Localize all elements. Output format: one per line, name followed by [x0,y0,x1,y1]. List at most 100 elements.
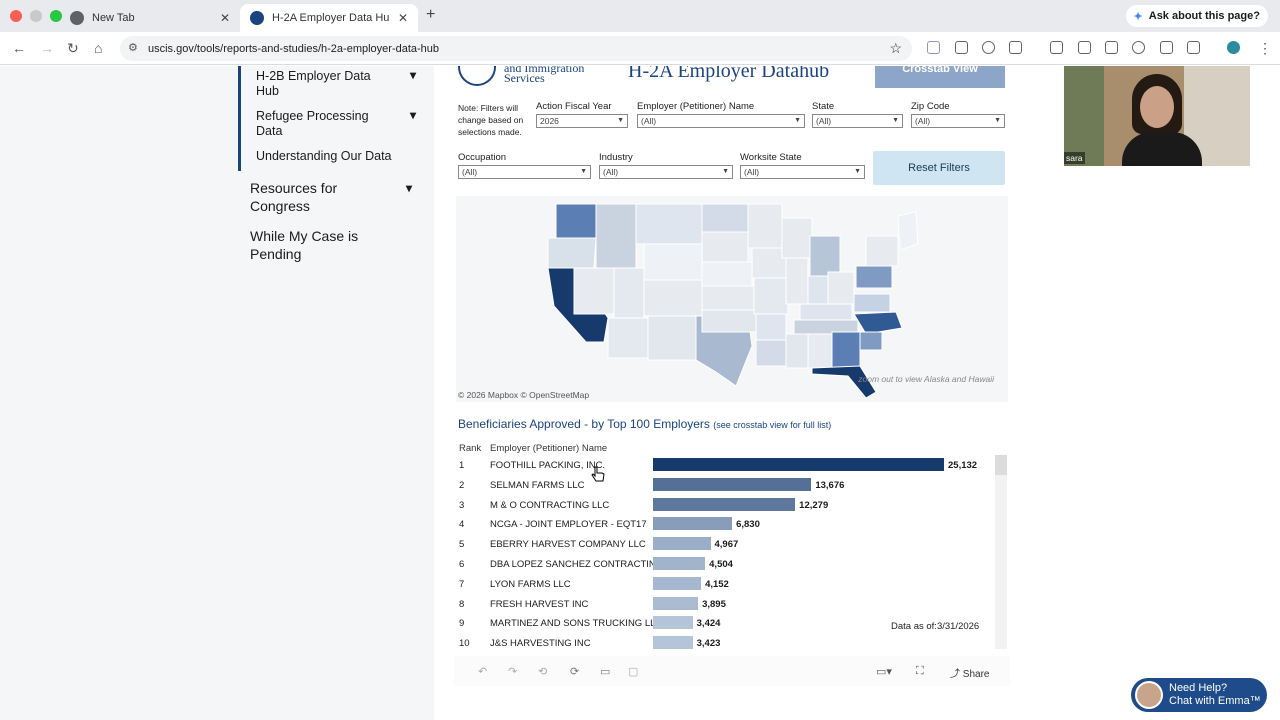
map-state-north-carolina[interactable] [853,311,903,335]
reset-filters-button[interactable]: Reset Filters [873,151,1005,185]
us-state-map[interactable]: zoom out to view Alaska and Hawaii © 202… [456,196,1008,402]
map-state-south-carolina[interactable] [859,331,883,351]
employer-name-cell[interactable]: MARTINEZ AND SONS TRUCKING LLC [490,618,663,630]
map-state-washington[interactable] [555,203,597,239]
employer-name-cell[interactable]: M & O CONTRACTING LLC [490,499,610,511]
employer-name-cell[interactable]: DBA LOPEZ SANCHEZ CONTRACTING [490,559,664,570]
sidebar-item-resources-congress[interactable]: Resources for Congress ▾ [238,171,434,219]
zoom-window-button[interactable] [50,10,62,22]
address-bar[interactable]: ⚙ uscis.gov/tools/reports-and-studies/h-… [120,36,912,61]
map-state-oregon[interactable] [547,237,597,269]
map-state-kansas[interactable] [701,285,755,311]
map-state-new-mexico[interactable] [647,315,697,361]
redo-icon[interactable]: ↷ [508,666,518,678]
sidebar-item-refugee-data[interactable]: Refugee Processing Data ▾ [256,106,434,146]
map-state-virginia[interactable] [853,293,891,313]
table-row[interactable]: 2 SELMAN FARMS LLC 13,676 [454,475,994,495]
table-row[interactable]: 6 DBA LOPEZ SANCHEZ CONTRACTING 4,504 [454,554,994,574]
bookmarks-icon[interactable] [1078,41,1091,54]
chart-bar[interactable] [653,537,711,551]
map-state-alabama[interactable] [807,333,833,369]
ask-about-page-button[interactable]: ✦ Ask about this page? [1125,5,1268,27]
table-row[interactable]: 3 M & O CONTRACTING LLC 12,279 [454,495,994,515]
map-state-north-dakota[interactable] [701,203,749,233]
fullscreen-icon[interactable]: ⛶ [916,665,924,677]
map-state-iowa[interactable] [751,247,787,279]
back-icon[interactable]: ← [12,40,26,56]
map-state-nebraska[interactable] [701,261,753,287]
map-state-south-dakota[interactable] [701,231,749,263]
chart-bar[interactable] [653,517,733,531]
zoom-icon[interactable] [982,41,995,54]
worksite-state-select[interactable]: (All) ▼ [740,165,865,179]
map-state-arkansas[interactable] [755,313,787,341]
chevron-down-icon[interactable]: ▾ [409,108,416,122]
chart-bar[interactable] [653,497,796,511]
map-state-michigan[interactable] [809,235,841,277]
revert-icon[interactable]: ⟲ [538,666,548,678]
link-icon[interactable] [1160,41,1173,54]
map-state-maine[interactable] [897,211,919,251]
shield-extension-icon[interactable] [955,41,968,54]
view-icon[interactable]: ▢ [628,666,639,678]
scrollbar-thumb[interactable] [995,455,1007,475]
home-icon[interactable]: ⌂ [94,40,103,56]
map-state-arizona[interactable] [607,317,649,359]
zip-code-select[interactable]: (All) ▼ [911,114,1005,128]
sidebar-item-case-pending[interactable]: While My Case is Pending [238,219,434,267]
minimize-window-button[interactable] [30,10,42,22]
chrome-menu-icon[interactable]: ⋮ [1258,40,1272,56]
employer-name-cell[interactable]: FRESH HARVEST INC [490,598,589,610]
tab-h2a-datahub[interactable]: H-2A Employer Data Hub | U ✕ [240,4,418,32]
history-icon[interactable] [1132,41,1145,54]
map-state-illinois[interactable] [785,257,809,305]
chevron-down-icon[interactable]: ▾ [405,181,412,195]
occupation-select[interactable]: (All) ▼ [458,165,591,179]
map-state-montana[interactable] [635,203,703,245]
employer-name-cell[interactable]: J&S HARVESTING INC [490,638,591,650]
map-state-missouri[interactable] [753,277,789,315]
table-row[interactable]: 8 FRESH HARVEST INC 3,895 [454,594,994,614]
chart-bar[interactable] [653,458,944,471]
industry-select[interactable]: (All) ▼ [599,165,733,179]
map-state-georgia[interactable] [831,331,861,369]
chart-bar[interactable] [653,557,706,570]
map-state-wyoming[interactable] [643,243,703,281]
employer-name-cell[interactable]: SELMAN FARMS LLC [490,479,585,491]
employer-name-cell[interactable]: NCGA - JOINT EMPLOYER - EQT17 [490,519,647,531]
undo-icon[interactable]: ↶ [478,666,488,678]
employer-name-cell[interactable]: FOOTHILL PACKING, INC. [490,460,606,471]
cast-icon[interactable] [1187,41,1200,54]
tab-new-tab[interactable]: New Tab ✕ [60,4,240,32]
refresh-icon[interactable]: ⟳ [570,666,580,678]
map-state-idaho[interactable] [595,203,637,269]
employer-name-cell[interactable]: EBERRY HARVEST COMPANY LLC [490,539,646,551]
map-state-florida[interactable] [811,365,877,399]
chat-with-emma-button[interactable]: Need Help? Chat with Emma™ [1131,678,1267,712]
chart-bar[interactable] [653,636,693,650]
share-button[interactable]: ⤴ Share [950,665,989,680]
map-state-louisiana[interactable] [755,339,791,367]
new-tab-button[interactable]: + [426,6,436,23]
tab-close-icon[interactable]: ✕ [397,11,408,25]
map-state-colorado[interactable] [643,279,703,317]
table-row[interactable]: 7 LYON FARMS LLC 4,152 [454,574,994,594]
close-window-button[interactable] [10,10,22,22]
tab-close-icon[interactable]: ✕ [219,11,230,25]
map-state-wisconsin[interactable] [781,217,813,259]
chart-bar[interactable] [653,477,812,491]
chart-bar[interactable] [653,596,699,610]
map-state-new-york[interactable] [865,235,899,267]
pen-extension-icon[interactable] [927,41,940,54]
chart-scrollbar[interactable] [995,455,1007,649]
profile-avatar-icon[interactable] [1227,41,1240,54]
fiscal-year-select[interactable]: 2026 ▼ [536,114,628,128]
map-state-kentucky[interactable] [799,303,853,321]
map-state-utah[interactable] [613,267,645,319]
chevron-down-icon[interactable]: ▾ [409,68,416,82]
map-state-minnesota[interactable] [747,203,783,249]
crosstab-view-button[interactable]: Crosstab View [875,66,1005,88]
forward-icon[interactable]: → [40,40,54,56]
extensions-icon[interactable] [1009,41,1022,54]
map-state-nevada[interactable] [573,267,615,315]
